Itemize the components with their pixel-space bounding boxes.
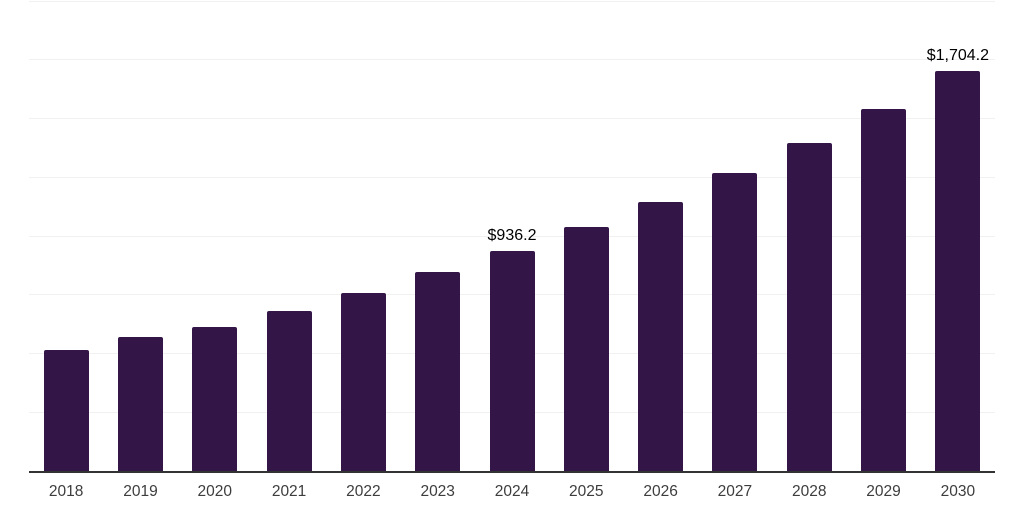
- gridline: [29, 176, 995, 178]
- bar-2023: [415, 271, 461, 471]
- bar-2022: [340, 293, 386, 471]
- gridline: [29, 118, 995, 119]
- bar-2029: [861, 109, 907, 471]
- bar-2018: [43, 349, 89, 471]
- bar-2021: [266, 310, 312, 471]
- x-axis-label-2021: 2021: [271, 483, 307, 500]
- x-axis-label-2023: 2023: [420, 483, 455, 500]
- x-axis-label-2018: 2018: [48, 483, 84, 500]
- bar-2027: [712, 173, 758, 471]
- x-axis-label-2029: 2029: [866, 483, 901, 500]
- x-axis-line: [29, 471, 995, 473]
- gridline: [29, 59, 995, 61]
- bar-2025: [563, 227, 609, 471]
- x-axis-label-2019: 2019: [123, 483, 158, 500]
- x-axis-label-2022: 2022: [346, 483, 381, 500]
- gridline: [29, 235, 995, 237]
- x-axis-label-2027: 2027: [717, 483, 753, 500]
- x-axis-label-2026: 2026: [643, 483, 678, 500]
- x-axis-label-2025: 2025: [569, 483, 604, 500]
- x-axis-label-2030: 2030: [940, 483, 976, 500]
- bar-value-label-2024: $936.2: [487, 227, 537, 244]
- bar-2020: [192, 326, 238, 471]
- bar-2019: [117, 337, 163, 471]
- plot-area: $936.2 $1,704.2: [29, 0, 995, 471]
- x-axis-label-2028: 2028: [791, 483, 827, 500]
- bar-value-label-2030: $1,704.2: [926, 46, 989, 64]
- gridline: [29, 0, 995, 2]
- bar-2030: [935, 70, 981, 471]
- bar-2028: [786, 142, 832, 471]
- bar-2024: [489, 251, 535, 471]
- bar-2026: [638, 201, 684, 471]
- x-axis-label-2020: 2020: [197, 483, 233, 500]
- x-axis-label-2024: 2024: [494, 483, 530, 500]
